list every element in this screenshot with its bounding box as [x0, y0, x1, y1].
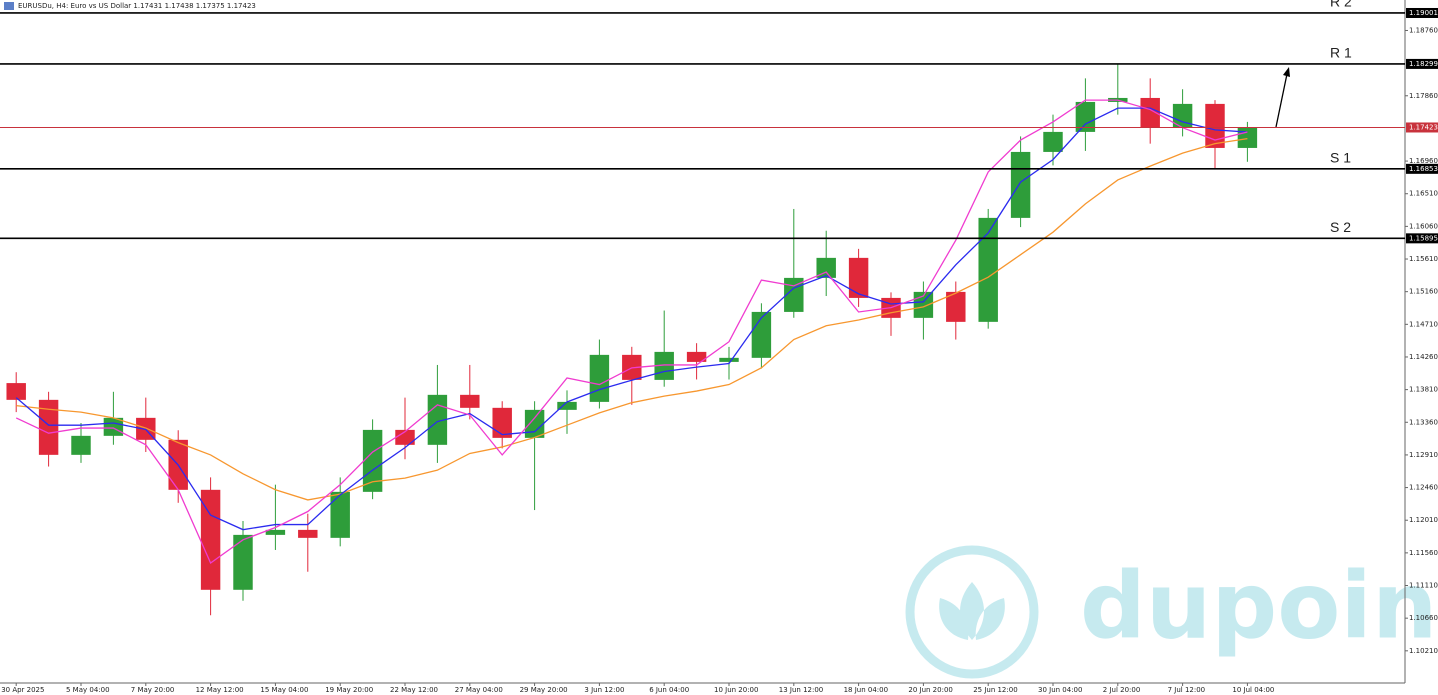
y-tick-label: 1.10660	[1409, 614, 1438, 622]
y-tick-label: 1.15610	[1409, 255, 1438, 263]
x-tick-label: 30 Apr 2025	[1, 686, 44, 694]
x-tick-label: 22 May 12:00	[390, 686, 438, 694]
candle-body	[946, 291, 966, 322]
candle-body	[557, 401, 577, 410]
y-tick-label: 1.16960	[1409, 157, 1438, 165]
candle-body	[848, 257, 869, 298]
x-tick-label: 3 Jun 12:00	[584, 686, 624, 694]
candle-body	[395, 429, 415, 445]
moving-average	[15, 107, 1248, 531]
watermark: dupoin	[1080, 552, 1437, 659]
candle-body	[978, 217, 998, 322]
x-tick-label: 29 May 20:00	[520, 686, 568, 694]
y-tick-label: 1.18760	[1409, 26, 1438, 34]
y-tick-label: 1.17860	[1409, 92, 1438, 100]
candle-body	[589, 354, 610, 402]
y-tick-label: 1.10210	[1409, 647, 1438, 655]
candle-body	[686, 351, 707, 362]
candle-body	[362, 429, 383, 492]
x-tick-label: 7 May 20:00	[131, 686, 175, 694]
x-tick-label: 10 Jun 20:00	[714, 686, 758, 694]
candle-body	[1172, 103, 1193, 128]
x-tick-label: 15 May 04:00	[260, 686, 308, 694]
x-tick-label: 10 Jul 04:00	[1232, 686, 1274, 694]
x-tick-label: 20 Jun 20:00	[908, 686, 952, 694]
current-price-label: 1.17423	[1409, 123, 1438, 131]
candle-body	[1010, 151, 1031, 218]
level-price: 1.18299	[1409, 60, 1438, 68]
level-price-box	[1406, 233, 1438, 244]
level-price: 1.16853	[1409, 165, 1438, 173]
level-price: 1.15895	[1409, 234, 1438, 242]
candle-body	[103, 417, 124, 436]
candle-body	[816, 257, 836, 278]
y-tick-label: 1.16060	[1409, 222, 1438, 230]
level-price: 1.19001	[1409, 9, 1438, 17]
x-tick-label: 13 Jun 12:00	[779, 686, 823, 694]
candle-body	[460, 394, 480, 408]
x-tick-label: 7 Jul 12:00	[1168, 686, 1206, 694]
candle-body	[38, 399, 59, 455]
candle-body	[1043, 131, 1063, 152]
y-tick-label: 1.15160	[1409, 288, 1438, 296]
y-tick-label: 1.13360	[1409, 418, 1438, 426]
level-name: S 2	[1330, 219, 1351, 235]
candle-body	[524, 409, 545, 438]
level-price-box	[1406, 58, 1438, 69]
x-tick-label: 2 Jul 20:00	[1103, 686, 1141, 694]
logo-ring	[905, 545, 1039, 679]
x-tick-label: 6 Jun 04:00	[649, 686, 689, 694]
watermark-logo	[905, 545, 1039, 679]
level-price-box	[1406, 7, 1438, 18]
candle-body	[200, 489, 221, 590]
chart-header: EURUSDu, H4: Euro vs US Dollar 1.17431 1…	[18, 2, 256, 10]
x-tick-label: 27 May 04:00	[455, 686, 503, 694]
candle-body	[330, 491, 350, 538]
y-tick-label: 1.11560	[1409, 549, 1438, 557]
candle-body	[1075, 101, 1096, 132]
candle-body	[492, 407, 512, 438]
candle-body	[427, 394, 448, 445]
level-name: R 2	[1330, 0, 1352, 10]
level-name: S 1	[1330, 150, 1351, 166]
y-tick-label: 1.12910	[1409, 451, 1438, 459]
symbol-icon	[4, 2, 14, 10]
direction-arrow	[1275, 73, 1288, 128]
candle-body	[298, 529, 318, 538]
candle-body	[265, 529, 286, 535]
logo-leaf	[939, 582, 1005, 640]
candle-body	[71, 435, 91, 455]
x-tick-label: 30 Jun 04:00	[1038, 686, 1082, 694]
y-tick-label: 1.14710	[1409, 320, 1438, 328]
y-tick-label: 1.14260	[1409, 353, 1438, 361]
candle-body	[6, 383, 26, 400]
candle-body	[719, 357, 739, 362]
x-tick-label: 18 Jun 04:00	[844, 686, 888, 694]
x-tick-label: 5 May 04:00	[66, 686, 110, 694]
candle-body	[1140, 97, 1160, 128]
y-tick-label: 1.16510	[1409, 190, 1438, 198]
level-price-box	[1406, 163, 1438, 174]
candle-body	[233, 534, 253, 590]
level-name: R 1	[1330, 45, 1352, 61]
x-tick-label: 25 Jun 12:00	[973, 686, 1017, 694]
moving-average	[16, 137, 1248, 501]
candle-body	[751, 311, 772, 358]
candle-body	[1237, 127, 1258, 148]
y-tick-label: 1.13810	[1409, 386, 1438, 394]
x-tick-label: 12 May 12:00	[196, 686, 244, 694]
y-tick-label: 1.12010	[1409, 516, 1438, 524]
current-price-box	[1406, 122, 1438, 133]
x-tick-label: 19 May 20:00	[325, 686, 373, 694]
y-tick-label: 1.11110	[1409, 582, 1438, 590]
arrow-head	[1283, 67, 1290, 77]
candle-body	[1205, 103, 1225, 148]
y-tick-label: 1.12460	[1409, 484, 1438, 492]
